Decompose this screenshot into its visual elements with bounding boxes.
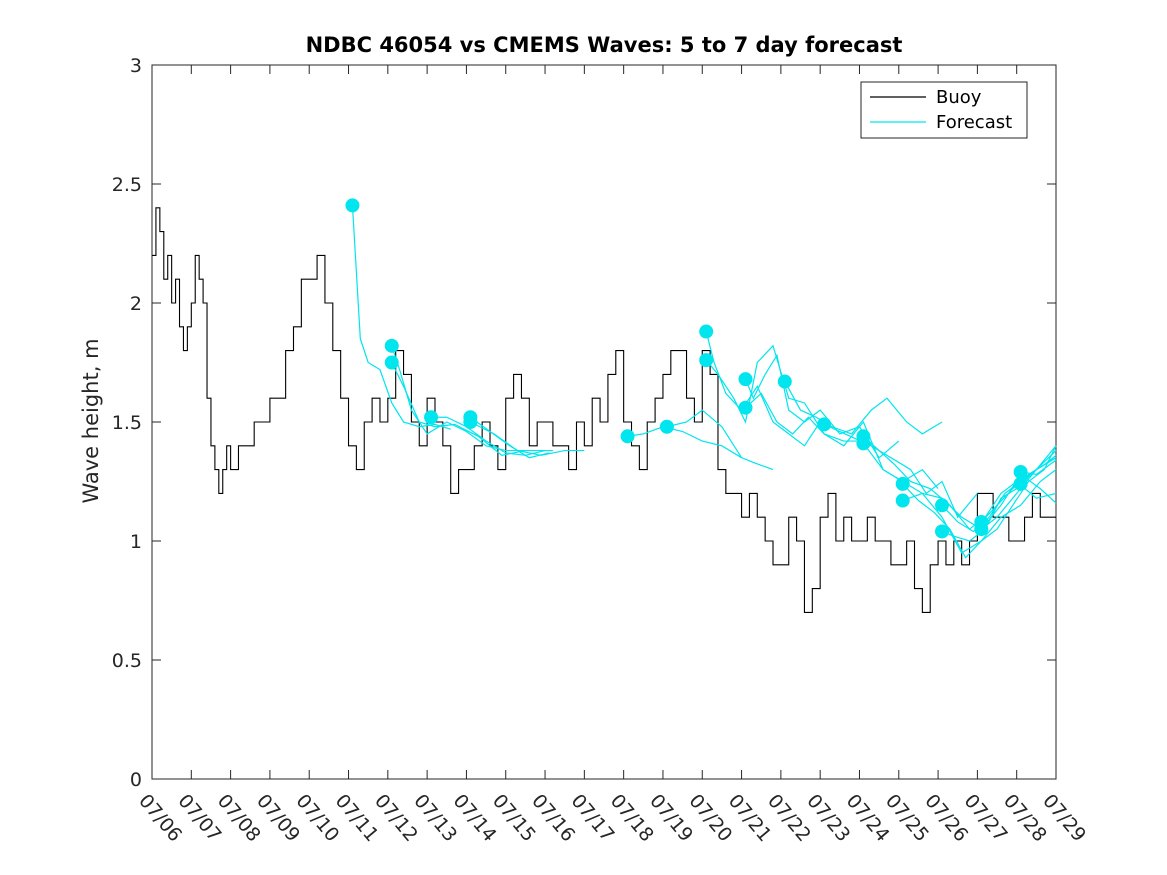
x-tick-label: 07/20 [684, 790, 736, 846]
forecast-marker-6 [620, 429, 635, 444]
x-tick-label: 07/24 [842, 790, 894, 846]
forecast-marker-15 [856, 436, 871, 451]
legend: Buoy Forecast [860, 81, 1028, 139]
series-forecast-run-12 [784, 381, 943, 435]
forecast-marker-17 [895, 493, 910, 508]
x-tick-label: 07/15 [488, 790, 540, 846]
x-tick-label: 07/19 [645, 790, 697, 846]
x-tick-label: 07/09 [252, 790, 304, 846]
forecast-marker-0 [345, 198, 360, 213]
series-forecast-run-15 [862, 443, 1057, 554]
x-tick-label: 07/22 [763, 790, 815, 846]
forecast-marker-13 [817, 417, 832, 432]
x-tick-label: 07/12 [370, 790, 422, 846]
forecast-marker-8 [699, 324, 714, 339]
x-tick-label: 07/17 [567, 790, 619, 846]
y-tick-label: 0.5 [112, 650, 142, 672]
x-tick-label: 07/13 [409, 790, 461, 846]
x-tick-label: 07/18 [606, 790, 658, 846]
x-tick-label: 07/27 [960, 790, 1012, 846]
forecast-marker-1 [384, 338, 399, 353]
forecast-marker-22 [1013, 464, 1028, 479]
x-tick-label: 07/28 [999, 790, 1051, 846]
series-forecast-run-21 [980, 445, 1057, 530]
forecast-marker-21 [974, 522, 989, 537]
series-buoy-line [152, 207, 1056, 613]
y-tick-label: 3 [130, 55, 142, 77]
forecast-marker-3 [424, 410, 439, 425]
x-tick-label: 07/14 [449, 790, 501, 846]
y-tick-label: 1 [130, 531, 142, 553]
x-tick-label: 07/07 [173, 790, 225, 846]
y-axis-label: Wave height, m [79, 338, 103, 503]
forecast-marker-11 [738, 400, 753, 415]
series-forecast-run-13 [823, 423, 978, 519]
x-tick-label: 07/11 [331, 790, 383, 846]
forecast-marker-10 [738, 372, 753, 387]
forecast-marker-2 [384, 355, 399, 370]
y-tick-label: 0 [130, 769, 142, 791]
y-tick-label: 2.5 [112, 174, 142, 196]
x-tick-label: 07/26 [920, 790, 972, 846]
series-forecast-run-5 [470, 421, 585, 456]
forecast-marker-9 [699, 353, 714, 368]
legend-label-buoy: Buoy [936, 87, 982, 108]
series-forecast-run-4 [470, 416, 550, 459]
y-tick-label: 1.5 [112, 412, 142, 434]
series-forecast-run-6 [627, 426, 742, 459]
x-tick-label: 07/21 [724, 790, 776, 846]
x-tick-label: 07/23 [802, 790, 854, 846]
forecast-marker-7 [659, 419, 674, 434]
forecast-marker-16 [895, 476, 910, 491]
y-tick-label: 2 [130, 293, 142, 315]
x-tick-label: 07/25 [881, 790, 933, 846]
series-forecast-run-9 [705, 344, 864, 442]
x-tick-label: 07/08 [213, 790, 265, 846]
forecast-marker-5 [463, 415, 478, 429]
legend-label-forecast: Forecast [936, 112, 1012, 133]
x-tick-label: 07/29 [1038, 790, 1090, 846]
series-layer [152, 198, 1057, 613]
x-tick-label: 07/16 [527, 790, 579, 846]
legend-box [860, 81, 1028, 139]
forecast-marker-18 [935, 498, 950, 513]
series-forecast-run-16 [902, 445, 1057, 559]
forecast-marker-12 [777, 374, 792, 389]
forecast-marker-19 [935, 524, 950, 539]
series-forecast-run-23 [1020, 457, 1057, 485]
x-tick-label: 07/10 [291, 790, 343, 846]
x-tick-label: 07/06 [134, 790, 186, 846]
chart-title: NDBC 46054 vs CMEMS Waves: 5 to 7 day fo… [306, 33, 903, 57]
series-forecast-run-8 [705, 331, 821, 447]
series-forecast-run-2 [391, 362, 553, 456]
forecast-marker-23 [1013, 476, 1028, 491]
series-forecast-run-7 [666, 409, 774, 471]
